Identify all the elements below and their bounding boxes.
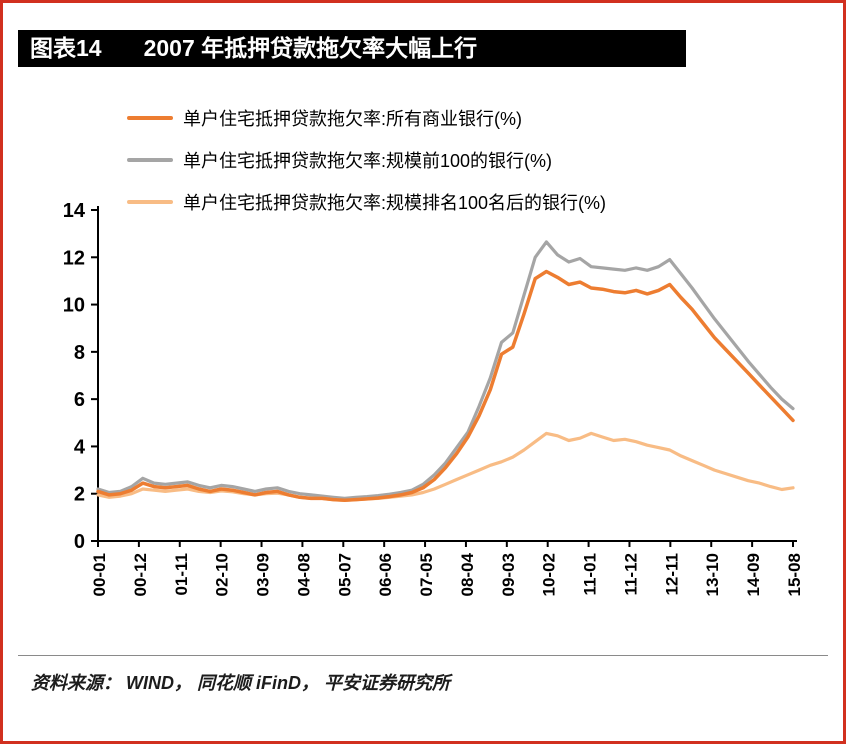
svg-text:08-04: 08-04 [458,552,477,596]
chart-title: 2007 年抵押贷款拖欠率大幅上行 [143,35,478,61]
svg-text:09-03: 09-03 [499,553,518,596]
legend-swatch-orange [127,116,173,120]
footer-divider [18,655,828,656]
legend-label-after100-banks: 单户住宅抵押贷款拖欠率:规模排名100名后的银行(%) [183,193,607,213]
svg-text:12-11: 12-11 [662,553,681,596]
chart-title-bar: 图表14 2007 年抵押贷款拖欠率大幅上行 [18,30,686,67]
legend-item-after100-banks: 单户住宅抵押贷款拖欠率:规模排名100名后的银行(%) [127,189,606,215]
svg-text:03-09: 03-09 [254,553,273,596]
chart-number: 图表14 [30,35,102,61]
svg-text:05-07: 05-07 [335,553,354,596]
svg-text:04-08: 04-08 [294,553,313,596]
svg-text:06-06: 06-06 [376,553,395,596]
svg-text:8: 8 [74,342,85,364]
svg-text:6: 6 [74,389,85,411]
legend-swatch-light-orange [127,200,173,204]
legend-label-all-banks: 单户住宅抵押贷款拖欠率:所有商业银行(%) [183,109,522,129]
legend-item-all-banks: 单户住宅抵押贷款拖欠率:所有商业银行(%) [127,105,606,131]
svg-text:4: 4 [74,436,86,458]
legend-label-top100-banks: 单户住宅抵押贷款拖欠率:规模前100的银行(%) [183,151,553,171]
svg-text:10: 10 [63,295,85,317]
source-note: 资料来源： WIND， 同花顺 iFinD， 平安证券研究所 [31,673,450,693]
svg-text:00-12: 00-12 [131,553,150,596]
svg-text:0: 0 [74,531,85,553]
svg-text:11-12: 11-12 [621,553,640,596]
svg-text:07-05: 07-05 [417,553,436,596]
svg-text:11-01: 11-01 [581,553,600,596]
svg-text:13-10: 13-10 [703,553,722,596]
svg-text:2: 2 [74,484,85,506]
legend-item-top100-banks: 单户住宅抵押贷款拖欠率:规模前100的银行(%) [127,147,606,173]
legend-swatch-gray [127,158,173,162]
svg-text:10-02: 10-02 [540,553,559,596]
svg-text:02-10: 02-10 [213,553,232,596]
svg-text:15-08: 15-08 [785,553,804,596]
svg-text:12: 12 [63,247,85,269]
svg-text:14-09: 14-09 [744,553,763,596]
svg-text:01-11: 01-11 [172,553,191,596]
svg-text:00-01: 00-01 [90,553,109,596]
svg-text:14: 14 [63,200,86,222]
chart-legend: 单户住宅抵押贷款拖欠率:所有商业银行(%) 单户住宅抵押贷款拖欠率:规模前100… [127,105,606,231]
